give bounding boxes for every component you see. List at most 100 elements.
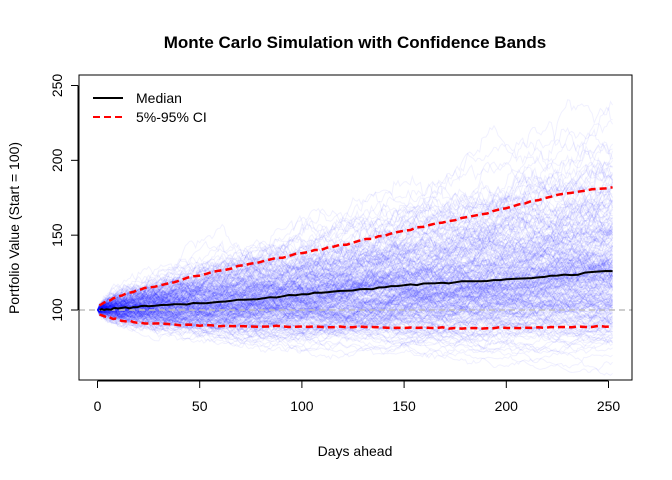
simulated-path: [97, 202, 614, 312]
simulated-path: [97, 141, 614, 327]
simulated-path: [97, 203, 613, 313]
legend-median-label: Median: [136, 90, 182, 106]
ci-upper-line: [98, 186, 613, 307]
simulated-path: [97, 273, 613, 342]
simulated-path: [97, 253, 613, 326]
simulated-path: [97, 187, 613, 322]
simulated-path: [97, 176, 614, 311]
simulated-path: [97, 299, 613, 334]
simulated-path: [97, 282, 614, 343]
simulated-path: [97, 161, 613, 319]
simulated-path: [97, 282, 613, 324]
simulated-path: [97, 217, 614, 312]
simulated-path: [97, 272, 613, 329]
simulated-path: [97, 278, 613, 326]
simulated-path: [97, 241, 613, 313]
simulated-path: [97, 279, 613, 321]
simulated-path: [97, 256, 614, 324]
simulated-path: [97, 249, 613, 316]
simulated-path: [97, 144, 613, 320]
simulated-path: [97, 289, 613, 339]
simulated-path: [97, 267, 613, 339]
simulated-path: [97, 170, 613, 311]
simulated-path: [97, 202, 614, 311]
simulated-path: [97, 236, 614, 311]
simulated-path: [97, 273, 613, 324]
simulated-path: [97, 289, 613, 315]
simulated-path: [97, 309, 613, 376]
simulated-path: [97, 276, 613, 334]
simulated-path: [97, 161, 614, 311]
simulated-path: [97, 226, 614, 324]
simulated-path: [97, 275, 613, 321]
simulated-path: [97, 245, 613, 317]
simulated-path: [97, 254, 614, 326]
simulated-path: [97, 295, 614, 344]
simulated-path: [97, 254, 613, 312]
simulated-path: [97, 215, 613, 312]
simulated-path: [97, 258, 614, 314]
simulated-path: [97, 300, 613, 357]
simulated-path: [97, 242, 613, 317]
x-axis-title: Days ahead: [318, 443, 393, 459]
simulated-path: [97, 202, 613, 312]
simulated-path: [97, 149, 613, 314]
simulated-path: [97, 307, 613, 337]
simulated-path: [97, 223, 614, 322]
simulated-path: [97, 302, 613, 335]
simulated-path: [97, 298, 614, 338]
simulated-path: [97, 300, 613, 352]
simulated-path: [97, 221, 613, 319]
simulated-path: [97, 100, 614, 311]
simulated-path: [97, 250, 613, 320]
simulated-path: [97, 223, 614, 311]
simulated-path: [97, 285, 613, 330]
simulated-path: [97, 305, 613, 350]
simulated-path: [97, 278, 613, 335]
simulated-path: [97, 196, 614, 324]
simulated-path: [97, 252, 614, 312]
simulated-path: [97, 228, 614, 334]
chart-title: Monte Carlo Simulation with Confidence B…: [164, 33, 547, 52]
simulated-path: [97, 150, 614, 313]
simulated-path: [97, 250, 614, 328]
simulated-path: [97, 252, 613, 323]
simulated-path: [97, 263, 613, 317]
simulated-path: [97, 250, 613, 327]
simulated-path: [97, 273, 613, 337]
simulated-path: [97, 304, 613, 342]
simulated-path: [97, 298, 613, 359]
simulated-path: [97, 243, 613, 311]
simulated-path: [97, 276, 613, 336]
simulated-path: [97, 241, 613, 316]
y-tick-label: 250: [49, 74, 65, 98]
simulated-path: [97, 286, 613, 331]
simulated-path: [97, 119, 614, 313]
simulated-path: [97, 260, 613, 312]
simulated-path: [97, 248, 613, 324]
simulated-path: [97, 247, 613, 315]
simulated-path: [97, 285, 613, 320]
simulated-path: [97, 277, 613, 356]
simulated-path: [97, 272, 613, 317]
x-tick-label: 200: [495, 398, 519, 414]
simulated-path: [97, 307, 613, 354]
simulated-path: [97, 231, 613, 319]
simulated-path: [97, 149, 613, 312]
simulated-path: [97, 251, 613, 325]
simulated-path: [97, 199, 614, 316]
simulated-path: [97, 303, 613, 341]
simulated-path: [97, 249, 613, 320]
simulated-path: [97, 230, 613, 311]
simulated-path: [97, 269, 613, 312]
simulated-path: [97, 280, 614, 324]
simulated-path: [97, 140, 613, 311]
simulated-path: [97, 284, 614, 333]
simulated-path: [97, 277, 613, 321]
simulated-path: [97, 194, 613, 312]
simulated-path: [97, 216, 613, 311]
simulated-path: [97, 262, 614, 334]
simulated-path: [97, 237, 613, 322]
simulated-path: [97, 168, 613, 314]
simulated-path: [97, 128, 613, 313]
